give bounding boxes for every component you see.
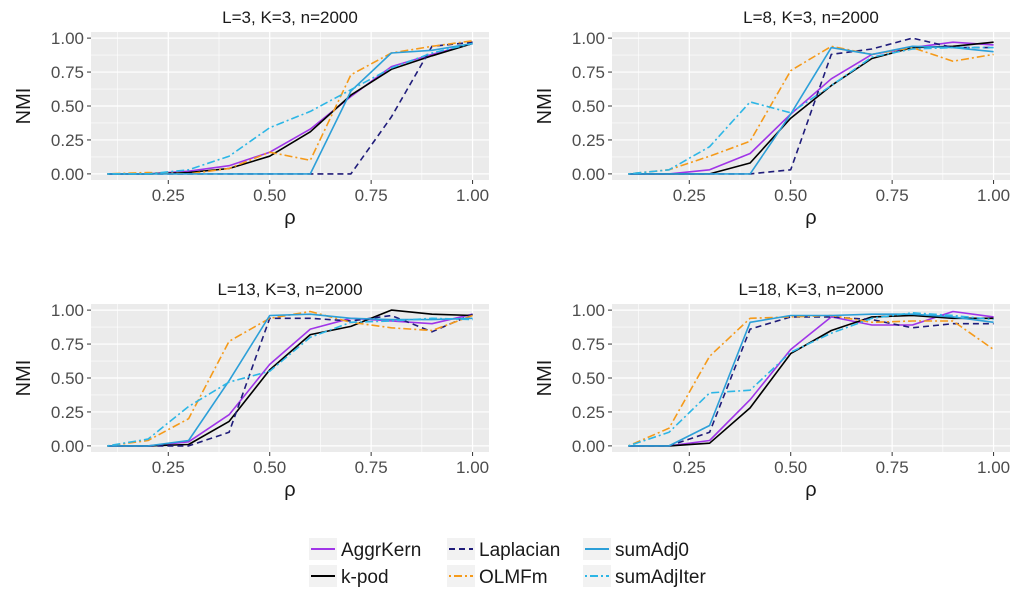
legend-item-aggrkern: AggrKern	[309, 538, 421, 561]
series-line-sumadjiter	[107, 317, 473, 447]
panel-title: L=18, K=3, n=2000	[738, 280, 883, 299]
series-line-sumadjiter	[628, 311, 994, 447]
x-axis-title: ρ	[284, 479, 295, 501]
x-tick-label: 0.50	[774, 186, 807, 205]
x-tick-label: 1.00	[456, 458, 489, 477]
y-axis-title: NMI	[13, 360, 35, 397]
x-tick-label: 0.75	[355, 186, 388, 205]
x-tick-label: 0.75	[355, 458, 388, 477]
series-line-laplacian	[628, 316, 994, 447]
legend-label: Laplacian	[479, 540, 560, 561]
y-tick-label: 1.00	[51, 29, 84, 48]
series-line-olmfm	[628, 314, 995, 447]
y-tick-label: 0.75	[51, 335, 84, 354]
x-axis-title: ρ	[284, 207, 295, 229]
series-line-sumadjiter	[107, 42, 473, 175]
y-tick-label: 1.00	[51, 301, 84, 320]
x-tick-label: 0.75	[876, 186, 909, 205]
y-tick-label: 0.75	[572, 63, 605, 82]
y-axis-title: NMI	[534, 88, 556, 125]
x-tick-label: 0.25	[152, 186, 185, 205]
y-tick-label: 0.00	[51, 165, 84, 184]
x-tick-label: 0.50	[774, 458, 807, 477]
legend-label: AggrKern	[341, 540, 421, 561]
y-tick-label: 1.00	[572, 29, 605, 48]
legend-label: sumAdjIter	[615, 567, 706, 588]
y-tick-label: 0.00	[51, 437, 84, 456]
legend-item-sumadjiter: sumAdjIter	[583, 565, 706, 588]
x-tick-label: 0.25	[673, 458, 706, 477]
y-tick-label: 0.75	[572, 335, 605, 354]
y-tick-label: 0.25	[51, 403, 84, 422]
y-tick-label: 1.00	[572, 301, 605, 320]
y-tick-label: 0.25	[572, 403, 605, 422]
series-line-laplacian	[107, 313, 473, 447]
x-axis-title: ρ	[805, 207, 816, 229]
legend-item-laplacian: Laplacian	[447, 538, 560, 561]
y-axis-title: NMI	[13, 88, 35, 125]
x-tick-label: 0.25	[673, 186, 706, 205]
y-axis-title: NMI	[534, 360, 556, 397]
chart-panel-2: 0.00 0.25 0.50 0.75 1.00 0.25 0.50 0.75 1.00 L=8,…	[534, 8, 1010, 229]
panel-title: L=13, K=3, n=2000	[217, 280, 362, 299]
panel-title: L=8, K=3, n=2000	[743, 8, 879, 27]
x-tick-label: 0.75	[876, 458, 909, 477]
series-line-olmfm	[628, 45, 994, 175]
y-tick-label: 0.00	[572, 437, 605, 456]
chart-panel-1: 0.00 0.25 0.50 0.75 1.00 0.25 0.50 0.75 1.00 L=3,…	[13, 8, 489, 229]
legend-item-olmfm: OLMFm	[447, 565, 548, 588]
y-tick-label: 0.50	[51, 97, 84, 116]
legend-label: sumAdj0	[615, 540, 689, 561]
series-line-sumadj0	[628, 313, 994, 447]
legend-item-sumadj0: sumAdj0	[583, 538, 689, 561]
legend: AggrKern k-pod Laplacian OLMFm sumAdj0 sumAdj…	[309, 538, 706, 588]
series-line-sumadj0	[107, 42, 473, 175]
series-line-sumadj0	[107, 313, 473, 447]
legend-label: k-pod	[341, 567, 389, 588]
y-tick-label: 0.00	[572, 165, 605, 184]
series-line-sumadj0	[628, 45, 994, 175]
y-tick-label: 0.50	[572, 97, 605, 116]
legend-label: OLMFm	[479, 567, 548, 588]
y-tick-label: 0.75	[51, 63, 84, 82]
series-line-aggrkern	[628, 310, 994, 447]
y-tick-label: 0.25	[51, 131, 84, 150]
x-axis-title: ρ	[805, 479, 816, 501]
series-line-sumadjiter	[628, 46, 994, 175]
y-tick-label: 0.50	[51, 369, 84, 388]
x-tick-label: 0.50	[253, 186, 286, 205]
x-tick-label: 1.00	[977, 186, 1010, 205]
y-tick-label: 0.50	[572, 369, 605, 388]
x-tick-label: 0.25	[152, 458, 185, 477]
series-line-aggrkern	[628, 41, 994, 175]
legend-item-k-pod: k-pod	[309, 565, 389, 588]
chart-panel-4: 0.00 0.25 0.50 0.75 1.00 0.25 0.50 0.75 1.00 L=18…	[534, 280, 1010, 501]
panel-title: L=3, K=3, n=2000	[222, 8, 358, 27]
y-tick-label: 0.25	[572, 131, 605, 150]
x-tick-label: 0.50	[253, 458, 286, 477]
chart-panel-3: 0.00 0.25 0.50 0.75 1.00 0.25 0.50 0.75 1.00 L=13…	[13, 280, 489, 501]
x-tick-label: 1.00	[456, 186, 489, 205]
x-tick-label: 1.00	[977, 458, 1010, 477]
